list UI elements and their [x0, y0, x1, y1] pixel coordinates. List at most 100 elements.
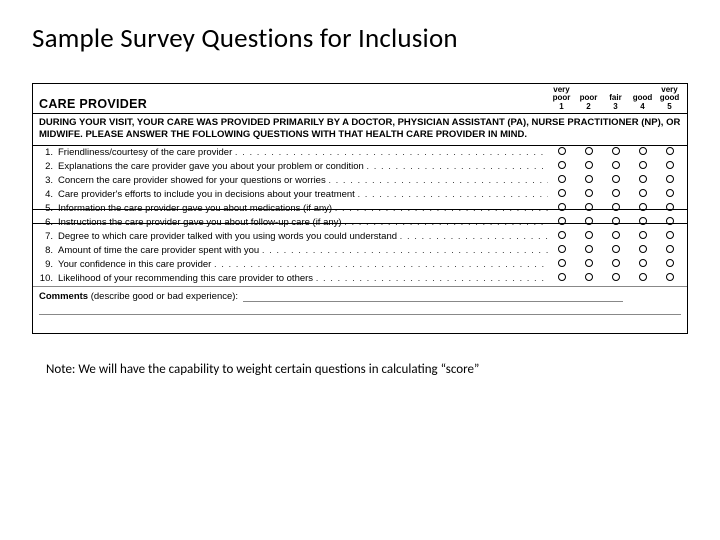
radio-icon [558, 217, 566, 225]
radio-icon [612, 273, 620, 281]
radio-group [548, 147, 683, 158]
radio-option[interactable] [575, 273, 602, 284]
radio-icon [585, 217, 593, 225]
radio-option[interactable] [548, 147, 575, 158]
radio-option[interactable] [575, 161, 602, 172]
radio-option[interactable] [629, 245, 656, 256]
comments-line-2[interactable] [39, 314, 681, 315]
radio-option[interactable] [575, 175, 602, 186]
radio-group [548, 189, 683, 200]
radio-icon [558, 203, 566, 211]
radio-option[interactable] [548, 175, 575, 186]
radio-icon [612, 161, 620, 169]
question-number: 2. [39, 161, 58, 172]
radio-option[interactable] [548, 231, 575, 242]
radio-option[interactable] [575, 231, 602, 242]
radio-icon [639, 259, 647, 267]
radio-option[interactable] [656, 217, 683, 228]
scale-column: good4 [629, 86, 656, 111]
radio-option[interactable] [629, 231, 656, 242]
radio-option[interactable] [575, 203, 602, 214]
scale-num: 5 [667, 103, 671, 111]
radio-group [548, 231, 683, 242]
radio-option[interactable] [575, 245, 602, 256]
radio-option[interactable] [629, 161, 656, 172]
radio-icon [639, 161, 647, 169]
radio-option[interactable] [602, 245, 629, 256]
radio-icon [558, 147, 566, 155]
radio-option[interactable] [602, 203, 629, 214]
radio-icon [639, 245, 647, 253]
radio-option[interactable] [602, 161, 629, 172]
radio-option[interactable] [656, 147, 683, 158]
radio-icon [666, 175, 674, 183]
question-row: 8.Amount of time the care provider spent… [33, 244, 687, 258]
scale-column: verygood5 [656, 86, 683, 111]
radio-option[interactable] [548, 259, 575, 270]
question-row: 2.Explanations the care provider gave yo… [33, 160, 687, 174]
radio-option[interactable] [602, 231, 629, 242]
radio-option[interactable] [629, 175, 656, 186]
question-number: 5. [39, 203, 58, 214]
scale-num: 2 [586, 103, 590, 111]
radio-option[interactable] [548, 273, 575, 284]
radio-option[interactable] [602, 217, 629, 228]
radio-option[interactable] [629, 147, 656, 158]
radio-option[interactable] [548, 245, 575, 256]
footnote: Note: We will have the capability to wei… [46, 362, 688, 377]
radio-option[interactable] [575, 259, 602, 270]
radio-option[interactable] [548, 161, 575, 172]
radio-option[interactable] [656, 203, 683, 214]
radio-icon [666, 273, 674, 281]
radio-option[interactable] [602, 259, 629, 270]
radio-icon [585, 175, 593, 183]
radio-option[interactable] [548, 203, 575, 214]
radio-group [548, 259, 683, 270]
radio-option[interactable] [629, 273, 656, 284]
radio-option[interactable] [656, 259, 683, 270]
radio-option[interactable] [548, 217, 575, 228]
question-text: Likelihood of your recommending this car… [58, 273, 548, 284]
radio-option[interactable] [629, 259, 656, 270]
radio-option[interactable] [602, 273, 629, 284]
radio-icon [639, 175, 647, 183]
radio-icon [585, 189, 593, 197]
radio-option[interactable] [656, 231, 683, 242]
radio-option[interactable] [656, 245, 683, 256]
radio-option[interactable] [575, 147, 602, 158]
radio-option[interactable] [602, 189, 629, 200]
radio-option[interactable] [602, 175, 629, 186]
radio-option[interactable] [575, 217, 602, 228]
radio-option[interactable] [629, 189, 656, 200]
radio-option[interactable] [656, 189, 683, 200]
instructions-text: DURING YOUR VISIT, YOUR CARE WAS PROVIDE… [33, 114, 687, 146]
comments-hint: (describe good or bad experience): [91, 291, 238, 302]
radio-option[interactable] [629, 203, 656, 214]
comments-row: Comments (describe good or bad experienc… [33, 286, 687, 333]
radio-icon [585, 231, 593, 239]
radio-option[interactable] [602, 147, 629, 158]
radio-group [548, 161, 683, 172]
question-text: Degree to which care provider talked wit… [58, 231, 548, 242]
radio-option[interactable] [656, 161, 683, 172]
questions-list: 1.Friendliness/courtesy of the care prov… [33, 146, 687, 286]
radio-icon [666, 231, 674, 239]
radio-icon [585, 147, 593, 155]
radio-icon [558, 231, 566, 239]
question-number: 9. [39, 259, 58, 270]
radio-option[interactable] [629, 217, 656, 228]
radio-icon [612, 259, 620, 267]
question-row: 5.Information the care provider gave you… [33, 202, 687, 216]
radio-option[interactable] [656, 175, 683, 186]
scale-column: fair3 [602, 86, 629, 111]
radio-icon [558, 273, 566, 281]
comments-line-1[interactable] [243, 301, 623, 302]
radio-icon [612, 189, 620, 197]
radio-icon [558, 161, 566, 169]
radio-option[interactable] [548, 189, 575, 200]
question-row: 1.Friendliness/courtesy of the care prov… [33, 146, 687, 160]
radio-option[interactable] [656, 273, 683, 284]
question-row: 9.Your confidence in this care provider … [33, 258, 687, 272]
radio-option[interactable] [575, 189, 602, 200]
radio-icon [639, 231, 647, 239]
